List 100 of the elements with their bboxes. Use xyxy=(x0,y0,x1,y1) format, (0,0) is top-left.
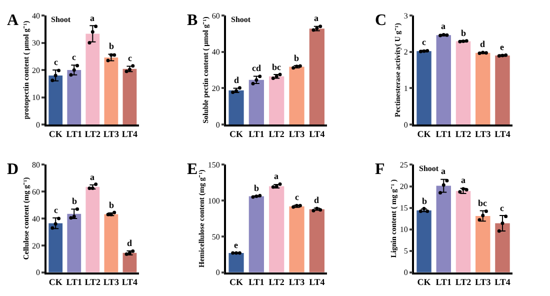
x-tick-label: LT4 xyxy=(309,129,326,140)
y-tick-label: 20 xyxy=(32,66,40,75)
x-tick-label: LT4 xyxy=(494,276,511,287)
bar xyxy=(48,75,63,125)
data-label: a xyxy=(461,175,466,185)
bar xyxy=(248,80,264,125)
chart-title: D xyxy=(7,161,19,178)
bar xyxy=(48,223,63,272)
x-tick-label: LT1 xyxy=(436,129,452,140)
x-tick-label: LT3 xyxy=(103,276,120,287)
bar xyxy=(495,55,510,125)
x-tick-label: CK xyxy=(230,129,244,140)
y-tick-label: 20 xyxy=(32,241,40,250)
bar xyxy=(436,35,451,125)
x-tick-label: LT1 xyxy=(436,276,452,287)
bar xyxy=(456,190,471,272)
data-label: a xyxy=(441,21,446,31)
bar xyxy=(309,28,324,125)
x-tick-label: CK xyxy=(48,129,62,140)
x-tick-label: CK xyxy=(230,276,244,287)
annotation: Shoot xyxy=(231,15,251,24)
bar xyxy=(67,70,82,125)
bar xyxy=(269,76,284,125)
data-label: b xyxy=(254,183,260,193)
bar xyxy=(289,206,304,272)
data-label: b xyxy=(109,200,114,210)
bar xyxy=(416,51,432,125)
y-tick-label: 100 xyxy=(208,196,220,206)
y-tick-label: 10 xyxy=(400,225,408,234)
data-label: e xyxy=(500,42,504,52)
bar xyxy=(436,186,451,272)
x-tick-label: LT4 xyxy=(494,129,511,140)
data-label: a xyxy=(90,172,95,182)
x-tick-label: LT4 xyxy=(309,276,326,287)
bar xyxy=(228,90,244,125)
y-tick-label: 3 xyxy=(404,11,408,20)
y-tick-label: 0 xyxy=(404,120,408,130)
x-tick-label: CK xyxy=(48,276,62,287)
x-tick-label: LT2 xyxy=(268,276,285,287)
y-tick-label: 50 xyxy=(212,232,220,242)
data-label: d xyxy=(127,238,132,248)
y-tick-label: 60 xyxy=(212,11,220,20)
x-tick-label: LT4 xyxy=(122,276,138,287)
y-tick-label: 2 xyxy=(404,48,408,57)
bar xyxy=(309,209,324,272)
data-label: bc xyxy=(272,62,282,72)
data-label: c xyxy=(54,205,58,215)
chart-title: F xyxy=(375,161,385,178)
y-tick-label: 20 xyxy=(400,182,408,192)
bar xyxy=(456,41,471,125)
x-tick-label: LT4 xyxy=(122,129,138,140)
y-tick-label: 0 xyxy=(36,120,40,130)
bar xyxy=(104,57,118,125)
bar xyxy=(248,196,264,272)
bar xyxy=(495,223,510,272)
data-label: a xyxy=(274,171,279,181)
y-tick-label: 0 xyxy=(404,268,408,278)
bar xyxy=(476,216,490,272)
x-tick-label: LT2 xyxy=(84,276,101,287)
data-label: cd xyxy=(252,63,261,73)
y-tick-label: 40 xyxy=(32,214,40,224)
x-tick-label: LT3 xyxy=(475,276,492,287)
data-label: b xyxy=(461,28,466,38)
data-label: c xyxy=(54,57,58,67)
data-label: d xyxy=(480,39,486,49)
y-tick-label: 15 xyxy=(400,204,408,213)
data-label: e xyxy=(234,240,238,250)
y-tick-label: 0 xyxy=(36,268,40,278)
x-tick-label: LT1 xyxy=(66,129,82,140)
x-tick-label: LT2 xyxy=(84,129,101,140)
data-label: a xyxy=(90,13,95,23)
x-tick-label: CK xyxy=(417,129,431,140)
y-tick-label: 150 xyxy=(208,160,220,170)
data-label: c xyxy=(295,192,299,202)
chart-title: A xyxy=(7,12,19,29)
y-tick-label: 1 xyxy=(404,84,408,93)
bar xyxy=(86,186,100,272)
x-tick-label: LT2 xyxy=(268,129,285,140)
chart-title: B xyxy=(187,12,198,29)
data-label: d xyxy=(234,75,240,85)
bar xyxy=(122,68,137,125)
bar xyxy=(86,34,100,125)
y-tick-label: 25 xyxy=(400,160,408,170)
y-tick-label: 10 xyxy=(32,93,40,102)
x-tick-label: CK xyxy=(417,276,431,287)
y-tick-label: 40 xyxy=(32,11,40,20)
y-tick-label: 40 xyxy=(212,48,220,57)
data-label: c xyxy=(500,203,504,213)
y-tick-label: 80 xyxy=(32,160,40,170)
data-label: b xyxy=(422,196,428,206)
data-label: a xyxy=(441,166,446,176)
x-tick-label: LT3 xyxy=(475,129,492,140)
data-label: bc xyxy=(478,198,488,208)
x-tick-label: LT1 xyxy=(248,276,265,287)
y-tick-label: 30 xyxy=(32,38,40,48)
x-tick-label: LT2 xyxy=(455,129,472,140)
y-tick-label: 20 xyxy=(212,84,220,93)
bar xyxy=(104,214,118,272)
annotation: Shoot xyxy=(51,15,71,24)
data-label: c xyxy=(422,37,426,47)
